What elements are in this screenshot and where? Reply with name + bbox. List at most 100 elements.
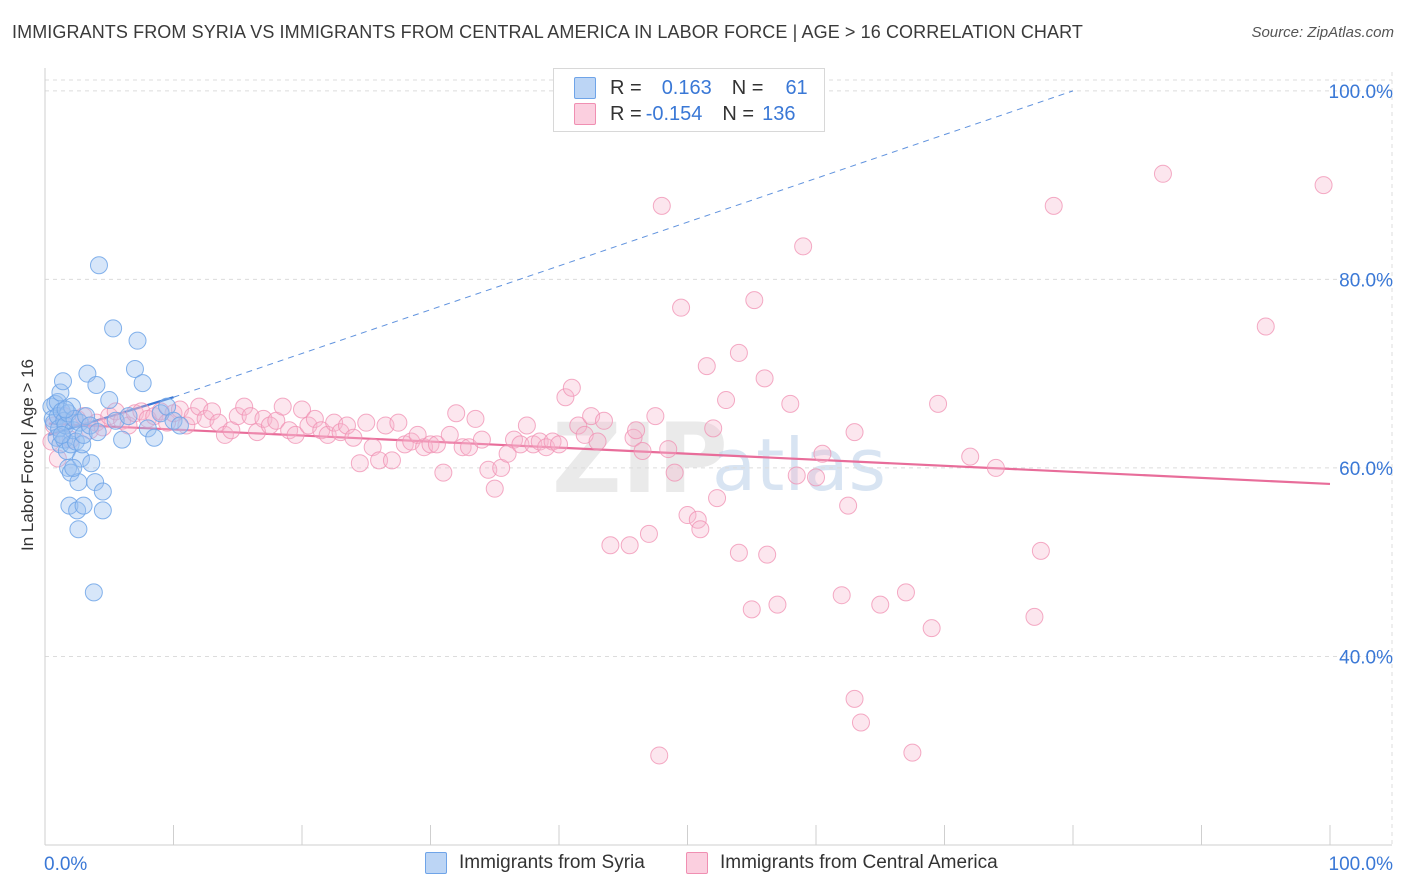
central-america-point <box>652 196 671 215</box>
syria-point <box>93 482 112 501</box>
central-america-point <box>851 713 870 732</box>
y-tick-label: 80.0% <box>1339 270 1393 291</box>
central-america-point <box>646 407 665 426</box>
central-america-point <box>672 298 691 317</box>
legend-item-syria: Immigrants from Syria <box>425 852 645 874</box>
syria-point <box>64 458 83 477</box>
n-label: N = <box>722 102 755 125</box>
r-label: R = <box>610 76 642 99</box>
central-america-point <box>48 449 67 468</box>
central-america-point <box>1044 196 1063 215</box>
central-america-point <box>203 402 222 421</box>
data-points <box>42 164 1333 765</box>
syria-point <box>69 520 88 539</box>
syria-point <box>74 425 93 444</box>
central-america-point <box>845 423 864 442</box>
central-america-point <box>427 435 446 454</box>
central-america-point <box>601 536 620 555</box>
legend-label: Immigrants from Syria <box>459 852 645 873</box>
central-america-point <box>708 489 727 508</box>
syria-point <box>61 463 80 482</box>
syria-point <box>77 407 96 426</box>
central-america-point <box>729 543 748 562</box>
central-america-point <box>678 506 697 525</box>
syria-point <box>74 496 93 515</box>
central-america-point <box>717 391 736 410</box>
central-america-trendline <box>48 422 1331 486</box>
central-america-point <box>896 583 915 602</box>
r-value: 0.163 <box>661 76 712 99</box>
central-america-point <box>472 430 491 449</box>
syria-point <box>119 407 138 426</box>
central-america-point <box>357 413 376 432</box>
syria-point <box>104 319 123 338</box>
central-america-point <box>594 411 613 430</box>
central-america-point <box>382 451 401 470</box>
syria-point <box>59 458 78 477</box>
syria-point <box>86 473 105 492</box>
central-america-swatch <box>574 103 596 125</box>
syria-swatch <box>425 852 447 874</box>
central-america-point <box>511 435 530 454</box>
central-america-point <box>813 444 832 463</box>
axes <box>44 68 1392 846</box>
central-america-point <box>293 400 311 419</box>
central-america-point <box>922 619 941 638</box>
watermark-atlas: atlas <box>712 423 886 507</box>
central-america-point <box>729 343 748 362</box>
central-america-point <box>260 416 279 435</box>
central-america-point <box>215 425 234 444</box>
syria-point <box>133 374 152 393</box>
central-america-point <box>1025 607 1044 626</box>
syria-trendline-extension <box>173 90 1074 398</box>
series-legend: Immigrants from Syria Immigrants from Ce… <box>0 850 1406 878</box>
central-america-point <box>624 428 643 447</box>
central-america-point <box>556 388 575 407</box>
syria-point <box>164 411 183 430</box>
central-america-point <box>1256 317 1275 336</box>
central-america-point <box>1153 164 1172 183</box>
central-america-point <box>1031 541 1050 560</box>
legend-label: Immigrants from Central America <box>720 852 998 873</box>
central-america-point <box>273 397 292 416</box>
legend-row-syria: R = 0.163 N = 61 <box>574 75 808 101</box>
central-america-point <box>305 409 324 428</box>
central-america-point <box>768 595 787 614</box>
syria-point <box>73 435 92 454</box>
central-america-point <box>659 440 678 459</box>
central-america-point <box>650 746 669 765</box>
central-america-point <box>787 466 806 485</box>
central-america-point <box>871 595 890 614</box>
central-america-point <box>466 409 485 428</box>
central-america-point <box>588 432 607 451</box>
central-america-swatch <box>686 852 708 874</box>
syria-point <box>125 359 144 378</box>
central-america-point <box>742 600 761 619</box>
central-america-point <box>434 463 453 482</box>
syria-point <box>138 419 157 438</box>
y-tick-label: 40.0% <box>1339 647 1393 668</box>
syria-point <box>88 423 107 442</box>
central-america-point <box>845 689 864 708</box>
central-america-point <box>485 479 504 498</box>
legend-row-central-america: R = -0.154 N = 136 <box>574 101 795 127</box>
central-america-point <box>961 447 980 466</box>
x-tick-label: 0.0% <box>44 854 87 875</box>
central-america-point <box>620 536 639 555</box>
syria-point <box>128 331 147 350</box>
central-america-point <box>839 496 858 515</box>
central-america-point <box>697 357 716 376</box>
syria-point <box>51 383 70 402</box>
central-america-point <box>704 419 723 438</box>
syria-point <box>68 501 87 520</box>
central-america-point <box>758 545 777 564</box>
n-value: 136 <box>762 102 796 125</box>
central-america-point <box>781 394 800 413</box>
central-america-point <box>344 428 363 447</box>
central-america-point <box>440 425 459 444</box>
y-tick-label: 100.0% <box>1329 82 1394 103</box>
central-america-point <box>1314 176 1333 195</box>
central-america-point <box>639 524 658 543</box>
central-america-point <box>350 454 369 473</box>
central-america-point <box>517 416 536 435</box>
